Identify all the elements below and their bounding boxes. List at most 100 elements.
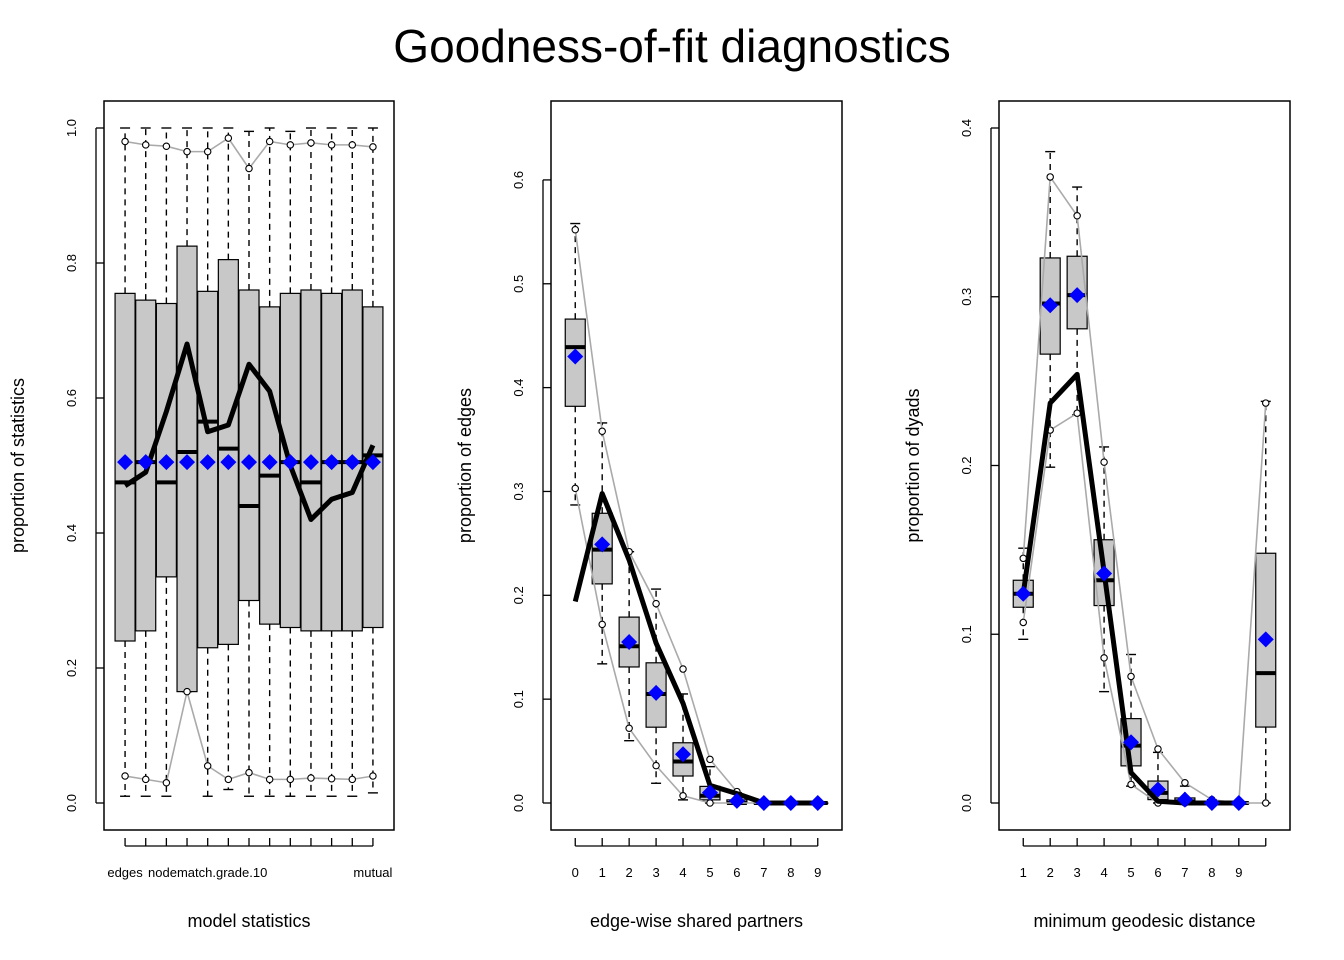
- ci-lower-point: [1262, 799, 1270, 807]
- y-axis-title: proportion of dyads: [903, 388, 923, 542]
- ci-upper-point: [141, 141, 150, 149]
- mean-marker: [323, 454, 340, 471]
- mean-marker: [1015, 585, 1032, 602]
- panels: 0.0 0.2 0.4 0.6 0.8 1.0 proportion of statisti…: [8, 100, 1291, 931]
- box: [217, 259, 239, 645]
- mean-marker: [1096, 565, 1113, 582]
- mean-marker: [261, 454, 278, 471]
- x-tick-label: 3: [1074, 865, 1081, 880]
- mean-marker: [1203, 795, 1220, 811]
- x-tick-label: 2: [626, 865, 633, 880]
- ci-lower-point: [1127, 780, 1135, 789]
- x-axis-title: minimum geodesic distance: [1033, 911, 1255, 931]
- ci-lower-point: [183, 687, 191, 696]
- ci-lower-point: [162, 778, 171, 787]
- y-tick-label: 0.5: [511, 275, 526, 293]
- plot-frame: [550, 100, 843, 831]
- ci-upper-point: [1073, 212, 1081, 220]
- boxplot-3: [155, 127, 177, 797]
- x-tick-label: 7: [1181, 865, 1188, 880]
- ci-lower-point: [369, 772, 377, 780]
- mean-marker: [621, 634, 638, 651]
- ci-upper-point: [679, 665, 687, 673]
- ci-lower-point: [245, 768, 253, 777]
- y-tick-label: 0.2: [64, 659, 79, 677]
- mean-marker: [594, 536, 611, 553]
- ci-upper-point: [1154, 745, 1162, 753]
- ci-upper-point: [1046, 173, 1054, 181]
- x-axis-title: edge-wise shared partners: [590, 911, 803, 931]
- mean-marker: [137, 454, 154, 471]
- ci-upper-point: [598, 427, 606, 435]
- ci-upper-point: [369, 143, 377, 151]
- boxplot-6: [217, 127, 239, 791]
- y-tick-label: 0.1: [511, 690, 526, 708]
- mean-marker: [567, 348, 584, 365]
- mean-marker: [809, 795, 826, 811]
- y-tick-label: 0.2: [959, 456, 974, 474]
- mean-marker: [158, 454, 175, 471]
- ci-upper-point: [162, 142, 171, 150]
- mean-marker: [1069, 287, 1086, 304]
- ci-upper-point: [224, 134, 233, 142]
- mean-marker: [648, 684, 665, 701]
- ci-upper-point: [286, 141, 295, 149]
- y-tick-label: 0.0: [959, 794, 974, 812]
- mean-marker: [302, 454, 319, 471]
- ci-upper-point: [203, 147, 212, 156]
- ci-upper-point: [327, 141, 336, 149]
- mean-marker: [675, 746, 692, 763]
- mean-marker: [1042, 297, 1059, 314]
- ci-upper-point: [1127, 672, 1135, 681]
- y-tick-label: 0.4: [511, 379, 526, 397]
- ci-lower-point: [121, 772, 129, 780]
- mean-marker: [344, 454, 361, 471]
- y-tick-label: 0.2: [511, 586, 526, 604]
- y-axis-title: proportion of statistics: [8, 378, 28, 553]
- ci-lower-point: [652, 761, 660, 770]
- mean-marker: [117, 454, 134, 471]
- ci-upper-point: [265, 137, 274, 146]
- observed-line: [572, 491, 818, 806]
- ci-lower-point: [286, 775, 295, 784]
- ci-lower-point: [265, 775, 274, 784]
- ci-upper-point: [348, 141, 357, 149]
- mean-marker: [1230, 795, 1247, 811]
- ci-lower-point: [307, 774, 315, 782]
- x-tick-label: 9: [1235, 865, 1242, 880]
- mean-marker: [728, 792, 745, 809]
- boxplot-4: [176, 127, 198, 693]
- y-tick-label: 0.1: [959, 625, 974, 643]
- y-tick-label: 0.0: [64, 794, 79, 812]
- mean-marker: [1257, 631, 1274, 648]
- ci-lower-point: [224, 775, 233, 784]
- panel-3: 0.0 0.1 0.2 0.3 0.4 proportion of dyads 1 2 3 4 5 6…: [903, 100, 1291, 931]
- ci-upper-point: [183, 147, 191, 156]
- mean-marker: [364, 454, 381, 471]
- ci-upper-point: [1262, 399, 1270, 407]
- mean-marker: [782, 795, 799, 811]
- mean-marker: [220, 454, 237, 471]
- mean-marker: [241, 454, 257, 471]
- panel-1: 0.0 0.2 0.4 0.6 0.8 1.0 proportion of statisti…: [8, 100, 395, 931]
- x-axis-title: model statistics: [187, 911, 310, 931]
- x-tick-label: edges: [107, 865, 143, 880]
- ci-lower-point: [598, 620, 606, 629]
- mean-marker: [179, 454, 196, 471]
- x-tick-label: 5: [1127, 865, 1134, 880]
- ci-lower-point: [1073, 409, 1081, 417]
- x-tick-label: 9: [814, 865, 821, 880]
- mean-marker: [199, 454, 216, 471]
- mean-marker: [701, 784, 718, 801]
- ci-upper-point: [706, 755, 714, 764]
- x-tick-label: nodematch.grade.10: [148, 865, 267, 880]
- box: [155, 302, 177, 578]
- y-tick-label: 0.0: [511, 794, 526, 812]
- mean-marker: [282, 454, 299, 471]
- ci-lower-point: [203, 762, 212, 770]
- y-tick-label: 0.6: [64, 389, 79, 407]
- ci-upper-point: [121, 137, 129, 146]
- x-tick-label: 2: [1047, 865, 1054, 880]
- ci-lower-point: [141, 775, 150, 784]
